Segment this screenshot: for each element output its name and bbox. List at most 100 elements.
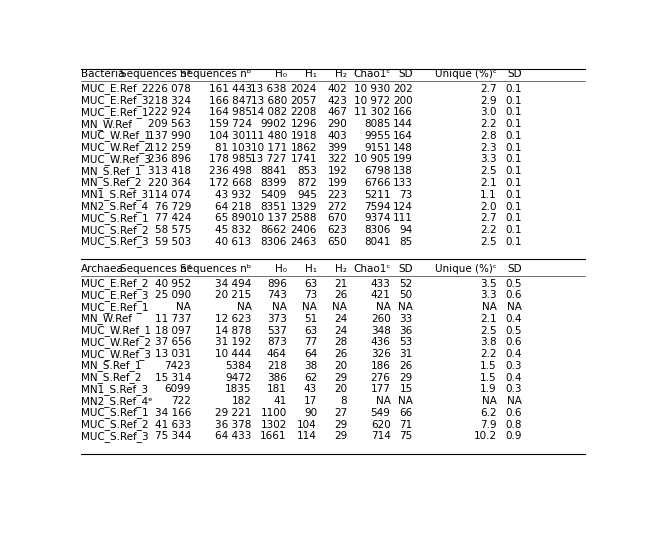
Text: 202: 202 xyxy=(393,84,413,94)
Text: 181: 181 xyxy=(267,384,287,394)
Text: 28: 28 xyxy=(334,337,347,348)
Text: 29: 29 xyxy=(400,373,413,383)
Text: MN_W.Ref: MN_W.Ref xyxy=(81,313,132,324)
Text: 1.5: 1.5 xyxy=(480,361,497,371)
Text: 348: 348 xyxy=(370,326,391,336)
Text: 13 638: 13 638 xyxy=(250,84,287,94)
Text: 2.1: 2.1 xyxy=(480,178,497,188)
Text: NA: NA xyxy=(482,302,497,312)
Text: 53: 53 xyxy=(400,337,413,348)
Text: 0.5: 0.5 xyxy=(506,326,522,336)
Text: Sequences nᵇ: Sequences nᵇ xyxy=(180,264,252,274)
Text: 1302: 1302 xyxy=(261,419,287,430)
Text: 71: 71 xyxy=(400,419,413,430)
Text: 0.8: 0.8 xyxy=(506,419,522,430)
Text: NA: NA xyxy=(272,302,287,312)
Text: MUC_S.Ref_1: MUC_S.Ref_1 xyxy=(81,408,149,418)
Text: 1100: 1100 xyxy=(261,408,287,418)
Text: MUC_W.Ref_1: MUC_W.Ref_1 xyxy=(81,131,151,141)
Text: 9151: 9151 xyxy=(364,143,391,153)
Text: 8306: 8306 xyxy=(261,237,287,247)
Text: 43 932: 43 932 xyxy=(215,190,252,200)
Text: 18 097: 18 097 xyxy=(155,326,191,336)
Text: 10 444: 10 444 xyxy=(215,349,252,359)
Text: 164: 164 xyxy=(393,131,413,141)
Text: MN_S.Ref_2: MN_S.Ref_2 xyxy=(81,372,142,383)
Text: 464: 464 xyxy=(267,349,287,359)
Text: 670: 670 xyxy=(328,213,347,223)
Text: MUC_E.Ref_3: MUC_E.Ref_3 xyxy=(81,95,149,106)
Text: 2208: 2208 xyxy=(291,108,317,117)
Text: Sequences nᵈ: Sequences nᵈ xyxy=(120,264,191,274)
Text: 41: 41 xyxy=(274,396,287,406)
Text: 1835: 1835 xyxy=(225,384,252,394)
Text: H₀: H₀ xyxy=(275,264,287,274)
Text: 59 503: 59 503 xyxy=(155,237,191,247)
Text: H₁: H₁ xyxy=(305,264,317,274)
Text: 20: 20 xyxy=(334,361,347,371)
Text: 0.6: 0.6 xyxy=(506,290,522,300)
Text: 0.4: 0.4 xyxy=(506,373,522,383)
Text: 137 990: 137 990 xyxy=(148,131,191,141)
Text: 26: 26 xyxy=(400,361,413,371)
Text: MN2_S.Ref_4: MN2_S.Ref_4 xyxy=(81,201,148,212)
Text: Sequences nᵃ: Sequences nᵃ xyxy=(120,69,191,79)
Text: 90: 90 xyxy=(304,408,317,418)
Text: 17: 17 xyxy=(304,396,317,406)
Text: Chao1ᶜ: Chao1ᶜ xyxy=(354,264,391,274)
Text: 236 896: 236 896 xyxy=(148,155,191,165)
Text: MN2_S.Ref_4ᵉ: MN2_S.Ref_4ᵉ xyxy=(81,395,153,407)
Text: NA: NA xyxy=(398,302,413,312)
Text: 0.4: 0.4 xyxy=(506,349,522,359)
Text: 13 031: 13 031 xyxy=(155,349,191,359)
Text: 1296: 1296 xyxy=(291,119,317,129)
Text: 290: 290 xyxy=(328,119,347,129)
Text: Bacteria: Bacteria xyxy=(81,69,125,79)
Text: MUC_S.Ref_3: MUC_S.Ref_3 xyxy=(81,431,149,442)
Text: 322: 322 xyxy=(328,155,347,165)
Text: 40 952: 40 952 xyxy=(155,279,191,288)
Text: 218: 218 xyxy=(267,361,287,371)
Text: 276: 276 xyxy=(370,373,391,383)
Text: MUC_W.Ref_2: MUC_W.Ref_2 xyxy=(81,142,151,153)
Text: 1918: 1918 xyxy=(291,131,317,141)
Text: 64: 64 xyxy=(304,349,317,359)
Text: 2.2: 2.2 xyxy=(480,119,497,129)
Text: MUC_W.Ref_1: MUC_W.Ref_1 xyxy=(81,325,151,336)
Text: MUC_E.Ref_1: MUC_E.Ref_1 xyxy=(81,302,149,312)
Text: NA: NA xyxy=(376,396,391,406)
Text: 77 424: 77 424 xyxy=(155,213,191,223)
Text: 8399: 8399 xyxy=(260,178,287,188)
Text: 403: 403 xyxy=(328,131,347,141)
Text: 11 302: 11 302 xyxy=(354,108,391,117)
Text: Unique (%)ᶜ: Unique (%)ᶜ xyxy=(435,69,497,79)
Text: 11 480: 11 480 xyxy=(250,131,287,141)
Text: 2.5: 2.5 xyxy=(480,166,497,176)
Text: MUC_S.Ref_2: MUC_S.Ref_2 xyxy=(81,224,149,236)
Text: NA: NA xyxy=(482,396,497,406)
Text: MUC_S.Ref_2: MUC_S.Ref_2 xyxy=(81,419,149,430)
Text: 20 215: 20 215 xyxy=(215,290,252,300)
Text: SD: SD xyxy=(508,264,522,274)
Text: 104 301: 104 301 xyxy=(209,131,252,141)
Text: 260: 260 xyxy=(370,314,391,324)
Text: MN1_S.Ref_3: MN1_S.Ref_3 xyxy=(81,189,148,200)
Text: 21: 21 xyxy=(334,279,347,288)
Text: 76 729: 76 729 xyxy=(155,201,191,212)
Text: 467: 467 xyxy=(328,108,347,117)
Text: 2057: 2057 xyxy=(291,96,317,106)
Text: NA: NA xyxy=(507,396,522,406)
Text: 853: 853 xyxy=(297,166,317,176)
Text: 402: 402 xyxy=(328,84,347,94)
Text: 0.4: 0.4 xyxy=(506,314,522,324)
Text: 423: 423 xyxy=(328,96,347,106)
Text: 10 171: 10 171 xyxy=(250,143,287,153)
Text: 192: 192 xyxy=(328,166,347,176)
Text: 0.6: 0.6 xyxy=(506,337,522,348)
Text: 12 623: 12 623 xyxy=(215,314,252,324)
Text: NA: NA xyxy=(302,302,317,312)
Text: MUC_E.Ref_1: MUC_E.Ref_1 xyxy=(81,107,149,118)
Text: 722: 722 xyxy=(171,396,191,406)
Text: 2.8: 2.8 xyxy=(480,131,497,141)
Text: 220 364: 220 364 xyxy=(148,178,191,188)
